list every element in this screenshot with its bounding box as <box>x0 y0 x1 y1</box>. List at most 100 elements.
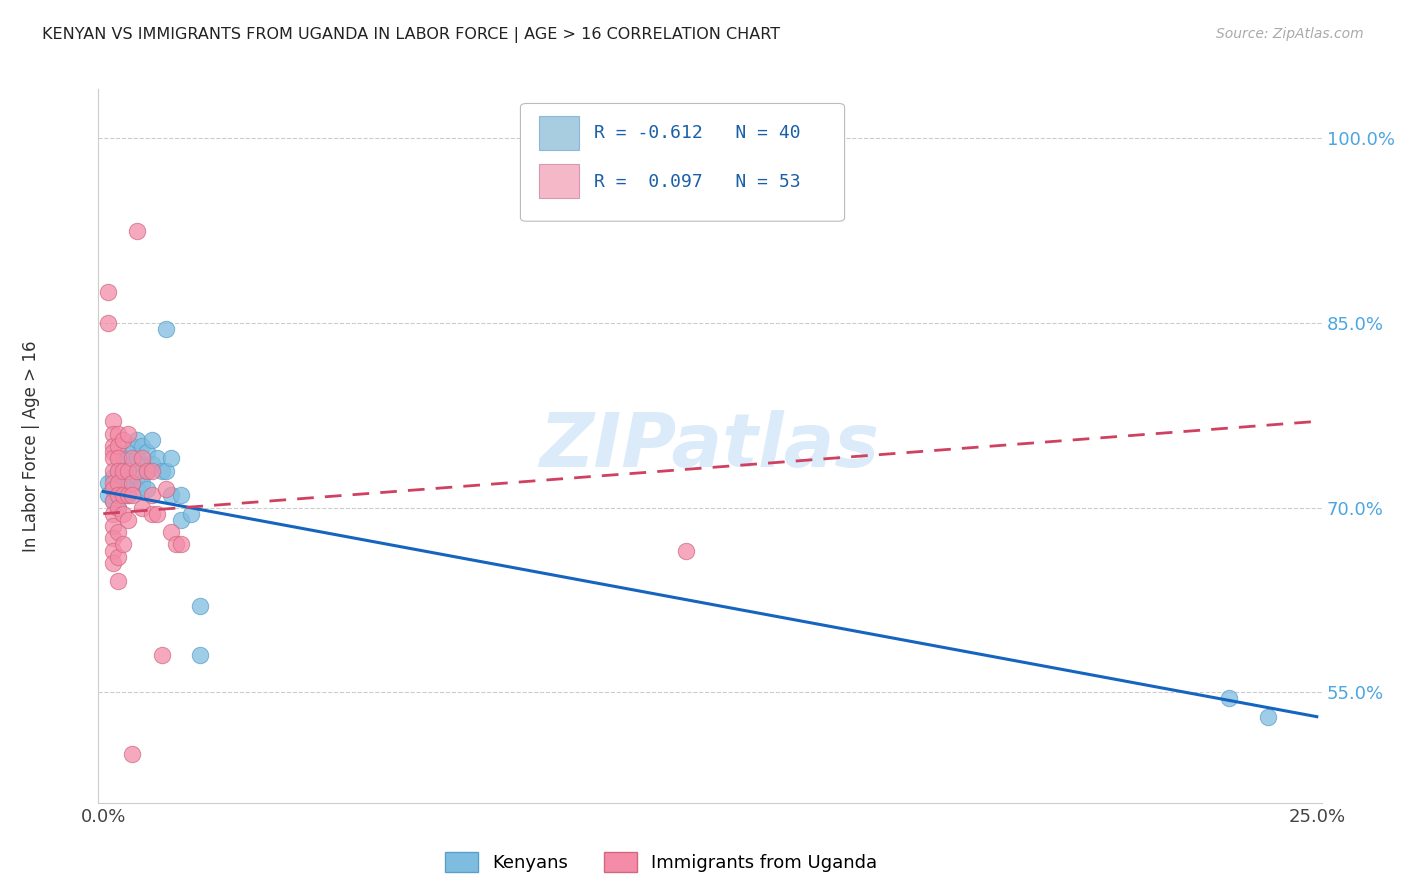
Point <box>117 488 139 502</box>
Point <box>131 475 153 490</box>
Point <box>101 439 124 453</box>
Point <box>188 648 212 662</box>
Point <box>107 464 129 478</box>
Point <box>107 451 129 466</box>
Bar <box>538 164 579 198</box>
Text: In Labor Force | Age > 16: In Labor Force | Age > 16 <box>22 340 41 552</box>
Point <box>141 464 163 478</box>
Point <box>150 464 173 478</box>
Text: R = -0.612   N = 40: R = -0.612 N = 40 <box>593 125 800 143</box>
Point <box>107 500 129 515</box>
Point <box>101 414 124 428</box>
Point <box>180 507 202 521</box>
Point <box>136 445 159 459</box>
Point <box>141 488 163 502</box>
Point <box>97 475 120 490</box>
Point <box>117 445 139 459</box>
Point <box>117 513 139 527</box>
Point <box>111 488 134 502</box>
Point <box>150 648 173 662</box>
Point <box>101 494 124 508</box>
Point <box>121 488 143 502</box>
Point <box>165 537 187 551</box>
Point <box>111 451 134 466</box>
Point <box>127 224 149 238</box>
Point <box>127 433 149 447</box>
Point <box>136 464 159 478</box>
Legend: Kenyans, Immigrants from Uganda: Kenyans, Immigrants from Uganda <box>437 845 884 880</box>
Point <box>117 488 139 502</box>
Point <box>131 500 153 515</box>
Point <box>121 475 143 490</box>
Point <box>117 475 139 490</box>
Point <box>160 451 183 466</box>
Point <box>107 464 129 478</box>
Point <box>141 507 163 521</box>
Point <box>97 488 120 502</box>
Point <box>101 556 124 570</box>
Point <box>111 537 134 551</box>
Point <box>1218 691 1240 706</box>
Point <box>141 433 163 447</box>
Point <box>107 549 129 564</box>
Point <box>101 451 124 466</box>
Point <box>97 285 120 300</box>
Point <box>107 482 129 496</box>
Point <box>101 494 124 508</box>
Point <box>101 475 124 490</box>
Point <box>101 426 124 441</box>
Point <box>675 543 697 558</box>
Point <box>160 525 183 540</box>
Point <box>107 500 129 515</box>
Point <box>101 543 124 558</box>
Text: R =  0.097   N = 53: R = 0.097 N = 53 <box>593 173 800 191</box>
Point <box>121 451 143 466</box>
Point <box>101 464 124 478</box>
Point <box>131 439 153 453</box>
Point <box>97 316 120 330</box>
Point <box>111 433 134 447</box>
Point <box>101 531 124 545</box>
Text: KENYAN VS IMMIGRANTS FROM UGANDA IN LABOR FORCE | AGE > 16 CORRELATION CHART: KENYAN VS IMMIGRANTS FROM UGANDA IN LABO… <box>42 27 780 43</box>
Point <box>145 507 167 521</box>
Point <box>121 458 143 472</box>
Point <box>145 451 167 466</box>
Point <box>155 322 177 336</box>
Point <box>155 482 177 496</box>
Point <box>107 426 129 441</box>
Point <box>107 488 129 502</box>
Point <box>188 599 212 613</box>
Point <box>111 464 134 478</box>
FancyBboxPatch shape <box>520 103 845 221</box>
Point <box>101 482 124 496</box>
Point <box>127 451 149 466</box>
Point <box>121 475 143 490</box>
Point <box>170 513 193 527</box>
Point <box>107 475 129 490</box>
Point <box>101 469 124 483</box>
Point <box>111 507 134 521</box>
Point <box>101 482 124 496</box>
Point <box>131 458 153 472</box>
Point <box>107 475 129 490</box>
Point <box>117 464 139 478</box>
Point <box>136 464 159 478</box>
Point <box>117 464 139 478</box>
Text: Source: ZipAtlas.com: Source: ZipAtlas.com <box>1216 27 1364 41</box>
Point <box>107 574 129 589</box>
Point <box>127 469 149 483</box>
Point <box>155 464 177 478</box>
Point <box>170 537 193 551</box>
Point <box>121 747 143 761</box>
Point <box>141 458 163 472</box>
Point <box>1257 709 1279 723</box>
Point <box>127 482 149 496</box>
Point <box>127 464 149 478</box>
Bar <box>538 116 579 150</box>
Point <box>111 469 134 483</box>
Point <box>101 519 124 533</box>
Point <box>101 507 124 521</box>
Point <box>107 439 129 453</box>
Point <box>111 464 134 478</box>
Point <box>136 482 159 496</box>
